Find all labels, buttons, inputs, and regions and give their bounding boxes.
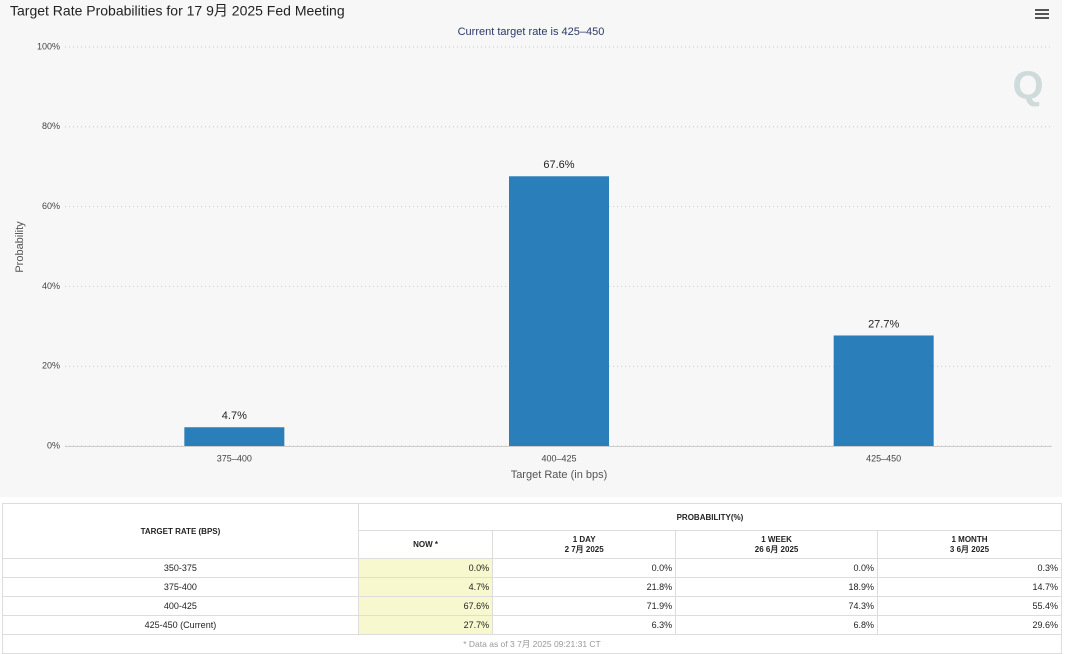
cell-text: 350-375: [163, 563, 197, 573]
x-tick-label: 375–400: [217, 453, 252, 463]
bar: [184, 427, 285, 446]
table-cell: * Data as of 3 7月 2025 09:21:31 CT: [2, 634, 1062, 654]
table-cell: 74.3%: [675, 596, 878, 616]
data-label: 27.7%: [868, 318, 899, 330]
chart-subtitle: Current target rate is 425–450: [458, 26, 605, 38]
cell-text: 0.0%: [853, 563, 874, 573]
cell-text: 4.7%: [468, 582, 490, 592]
table-cell: NOW *: [357, 530, 494, 559]
table-cell: 1 MONTH 3 6月 2025: [876, 530, 1063, 559]
table-cell: 14.7%: [876, 577, 1063, 597]
cell-text: 3 6月 2025: [949, 544, 990, 554]
table-cell: TARGET RATE (BPS): [2, 503, 359, 559]
chart-title: Target Rate Probabilities for 17 9月 2025…: [10, 3, 345, 19]
table-cell: 67.6%: [357, 596, 494, 616]
table-cell: 29.6%: [876, 615, 1063, 635]
table-row: 350-375 0.0% 0.0% 0.0% 0.3%: [2, 558, 1063, 578]
cell-text: 74.3%: [848, 601, 874, 611]
y-tick-label: 40%: [42, 281, 60, 291]
cell-text: 29.6%: [1032, 620, 1058, 630]
y-tick-label: 80%: [42, 121, 60, 131]
table-row: 375-400 4.7% 21.8% 18.9% 14.7%: [2, 577, 1063, 597]
cell-text: NOW *: [413, 540, 438, 549]
cell-text: 1 DAY: [572, 534, 596, 544]
cell-text: 400-425: [163, 601, 197, 611]
table-cell: 375-400: [2, 577, 359, 597]
cell-text: 26 6月 2025: [754, 544, 799, 554]
table-cell: 400-425: [2, 596, 359, 616]
table-row: * Data as of 3 7月 2025 09:21:31 CT: [2, 634, 1062, 654]
y-tick-label: 0%: [47, 440, 60, 450]
x-tick-label: 400–425: [541, 453, 576, 463]
cell-text: * Data as of 3 7月 2025 09:21:31 CT: [463, 639, 601, 649]
table-row: TARGET RATE (BPS) PROBABILITY(%): [2, 503, 1063, 559]
cell-text: 0.0%: [468, 563, 490, 573]
table-cell: 21.8%: [492, 577, 677, 597]
svg-text:Q: Q: [1012, 64, 1043, 108]
table-cell: 425-450 (Current): [2, 615, 359, 635]
table-cell: 0.3%: [876, 558, 1063, 578]
bar: [509, 176, 609, 446]
cell-text: 1 WEEK: [761, 534, 792, 544]
table-cell: 350-375: [2, 558, 359, 578]
cell-text: 425-450 (Current): [144, 620, 217, 630]
y-tick-label: 60%: [42, 201, 60, 211]
cell-text: 6.8%: [853, 620, 874, 630]
cell-text: 375-400: [163, 582, 197, 592]
menu-icon[interactable]: [1035, 9, 1049, 19]
table-row: 400-425 67.6% 71.9% 74.3% 55.4%: [2, 596, 1063, 616]
table-cell: 1 DAY 2 7月 2025: [492, 530, 677, 559]
logo: Q: [1012, 64, 1043, 108]
cell-text: 55.4%: [1032, 601, 1058, 611]
table-cell: 55.4%: [876, 596, 1063, 616]
cell-text: PROBABILITY(%): [676, 512, 744, 522]
table-cell: 0.0%: [492, 558, 677, 578]
table-cell: 1 WEEK 26 6月 2025: [675, 530, 878, 559]
table-row: NOW * 1 DAY 2 7月 2025 1 WEEK 26 6月 2025 1 MON…: [3, 530, 1063, 559]
table-cell: 71.9%: [492, 596, 677, 616]
x-tick-label: 425–450: [866, 453, 901, 463]
cell-text: 14.7%: [1032, 582, 1058, 592]
table-cell: 18.9%: [675, 577, 878, 597]
cell-text: 1 MONTH: [951, 534, 988, 544]
cell-text: 27.7%: [463, 620, 490, 630]
probability-table: TARGET RATE (BPS) PROBABILITY(%) NOW * 1 DA…: [2, 503, 1063, 654]
y-tick-label: 20%: [42, 361, 60, 371]
data-label: 67.6%: [543, 159, 574, 171]
cell-text: 0.0%: [651, 563, 673, 573]
bar: [833, 335, 934, 446]
cell-text: 21.8%: [646, 582, 673, 592]
cell-text: TARGET RATE (BPS): [140, 526, 221, 536]
table-cell: 0.0%: [357, 558, 494, 578]
cell-text: 6.3%: [651, 620, 673, 630]
cell-text: 18.9%: [848, 582, 874, 592]
chart: Target Rate Probabilities for 17 9月 2025…: [10, 2, 1052, 481]
cell-text: 71.9%: [646, 601, 673, 611]
table-row: 425-450 (Current) 27.7% 6.3% 6.8% 29.6%: [2, 615, 1063, 635]
y-tick-label: 100%: [37, 41, 60, 51]
cell-text: 67.6%: [463, 601, 490, 611]
cell-text: 0.3%: [1037, 563, 1058, 573]
data-label: 4.7%: [222, 410, 247, 422]
table-cell: 6.3%: [492, 615, 677, 635]
table-cell: PROBABILITY(%): [357, 503, 1063, 531]
table-cell: 4.7%: [357, 577, 494, 597]
table-cell: 6.8%: [675, 615, 878, 635]
x-axis-label: Target Rate (in bps): [511, 469, 608, 481]
y-axis-label: Probability: [14, 221, 26, 273]
table-cell: 0.0%: [675, 558, 878, 578]
table-cell: 27.7%: [357, 615, 494, 635]
cell-text: 2 7月 2025: [564, 544, 604, 554]
